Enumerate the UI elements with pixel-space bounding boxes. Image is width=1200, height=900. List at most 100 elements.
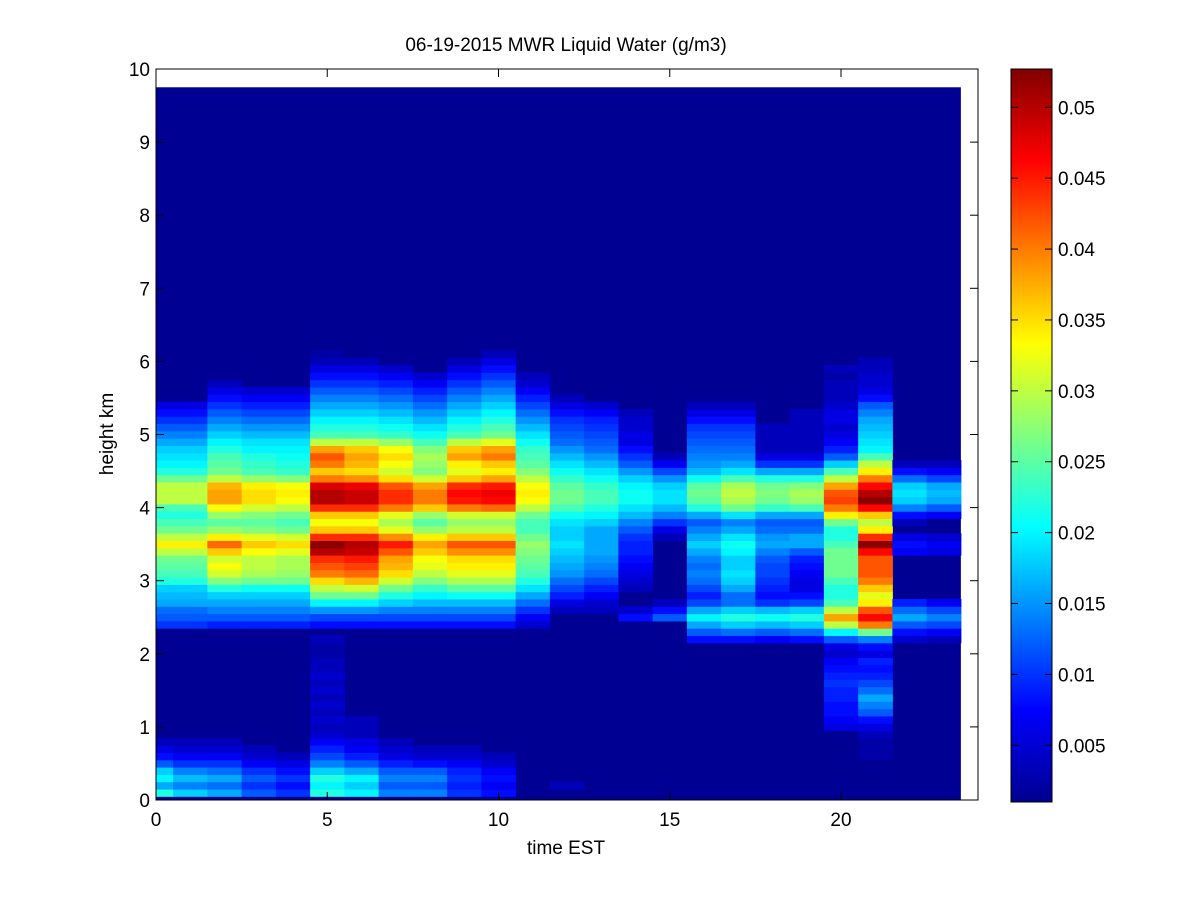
heatmap-cell bbox=[447, 759, 482, 768]
heatmap-cell bbox=[721, 606, 756, 615]
heatmap-cell bbox=[481, 540, 517, 549]
heatmap-cell bbox=[207, 759, 243, 768]
heatmap-cell bbox=[721, 445, 756, 454]
heatmap-cell bbox=[926, 628, 962, 637]
heatmap-cell bbox=[241, 547, 277, 556]
heatmap-cell bbox=[549, 584, 585, 593]
heatmap-cell bbox=[241, 511, 277, 520]
heatmap-cell bbox=[378, 759, 414, 768]
heatmap-cell bbox=[549, 482, 585, 490]
heatmap-cell bbox=[412, 438, 448, 446]
heatmap-cell bbox=[378, 423, 414, 432]
heatmap-cell bbox=[686, 591, 722, 600]
heatmap-cell bbox=[618, 445, 654, 454]
heatmap-cell bbox=[241, 781, 277, 790]
heatmap-cell bbox=[789, 598, 825, 607]
heatmap-cell bbox=[584, 606, 619, 615]
heatmap-cell bbox=[858, 598, 893, 607]
heatmap-cell bbox=[823, 525, 859, 534]
heatmap-cell bbox=[344, 577, 380, 585]
heatmap-cell bbox=[823, 452, 859, 461]
heatmap-cell bbox=[481, 467, 517, 476]
heatmap-cell bbox=[207, 438, 243, 446]
heatmap-cell bbox=[789, 606, 825, 615]
heatmap-cell bbox=[686, 540, 722, 549]
heatmap-cell bbox=[275, 460, 311, 468]
heatmap-cell bbox=[549, 503, 585, 512]
heatmap-cell bbox=[310, 379, 345, 388]
heatmap-cell bbox=[275, 474, 311, 483]
heatmap-cell bbox=[858, 401, 893, 410]
heatmap-cell bbox=[310, 445, 345, 454]
heatmap-cell bbox=[412, 525, 448, 534]
heatmap-cell bbox=[344, 394, 380, 403]
heatmap-cell bbox=[156, 598, 174, 607]
heatmap-cell bbox=[823, 635, 859, 644]
heatmap-cell bbox=[173, 416, 208, 425]
heatmap-cell bbox=[156, 620, 174, 629]
heatmap-cell bbox=[241, 577, 277, 585]
heatmap-cell bbox=[173, 781, 208, 790]
heatmap-cell bbox=[481, 416, 517, 425]
heatmap-cell bbox=[344, 357, 380, 366]
heatmap-cell bbox=[515, 386, 551, 395]
heatmap-cell bbox=[721, 416, 756, 425]
heatmap-cell bbox=[515, 613, 551, 622]
heatmap-cell bbox=[858, 577, 893, 585]
heatmap-cell bbox=[241, 430, 277, 439]
heatmap-cell bbox=[310, 598, 345, 607]
heatmap-cell bbox=[755, 569, 791, 578]
heatmap-cell bbox=[412, 408, 448, 417]
heatmap-cell bbox=[310, 584, 345, 593]
heatmap-cell bbox=[344, 445, 380, 454]
heatmap-cell bbox=[378, 452, 414, 461]
heatmap-cell bbox=[344, 569, 380, 578]
heatmap-cell bbox=[156, 577, 174, 585]
heatmap-cell bbox=[755, 467, 791, 476]
heatmap-cell bbox=[686, 408, 722, 417]
heatmap-cell bbox=[515, 416, 551, 425]
heatmap-cell bbox=[275, 584, 311, 593]
heatmap-cell bbox=[481, 401, 517, 410]
heatmap-cell bbox=[618, 613, 654, 622]
y-tick-label: 4 bbox=[139, 499, 150, 520]
heatmap-cell bbox=[310, 679, 345, 688]
heatmap-cell bbox=[447, 613, 482, 622]
heatmap-cell bbox=[515, 423, 551, 432]
heatmap-cell bbox=[173, 584, 208, 593]
heatmap-cell bbox=[721, 408, 756, 417]
heatmap-cell bbox=[858, 642, 893, 651]
heatmap-cell bbox=[344, 562, 380, 571]
heatmap-cell bbox=[892, 533, 928, 541]
heatmap-cell bbox=[858, 730, 893, 739]
heatmap-cell bbox=[823, 584, 859, 593]
heatmap-cell bbox=[378, 745, 414, 753]
heatmap-cell bbox=[755, 503, 791, 512]
heatmap-cell bbox=[823, 430, 859, 439]
heatmap-cell bbox=[549, 511, 585, 520]
heatmap-cell bbox=[549, 547, 585, 556]
heatmap-cell bbox=[241, 445, 277, 454]
heatmap-cell bbox=[275, 503, 311, 512]
heatmap-cell bbox=[789, 525, 825, 534]
heatmap-cell bbox=[584, 511, 619, 520]
heatmap-cell bbox=[755, 460, 791, 468]
heatmap-cell bbox=[447, 540, 482, 549]
heatmap-cell bbox=[241, 474, 277, 483]
heatmap-cell bbox=[156, 518, 174, 527]
heatmap-cell bbox=[892, 620, 928, 629]
y-axis: 0 1 2 3 4 5 6 7 8 9 10 bbox=[129, 60, 978, 812]
heatmap-cell bbox=[344, 540, 380, 549]
y-tick-label: 6 bbox=[139, 352, 150, 373]
heatmap-cell bbox=[721, 503, 756, 512]
heatmap-cell bbox=[207, 584, 243, 593]
heatmap-cell bbox=[207, 460, 243, 468]
heatmap-cell bbox=[156, 496, 174, 505]
colorbar-tick-label: 0.015 bbox=[1058, 595, 1106, 616]
heatmap-cell bbox=[858, 445, 893, 454]
heatmap-cell bbox=[310, 555, 345, 563]
heatmap-cell bbox=[173, 474, 208, 483]
heatmap-cell bbox=[310, 467, 345, 476]
heatmap-cell bbox=[892, 503, 928, 512]
heatmap-cell bbox=[858, 745, 893, 753]
